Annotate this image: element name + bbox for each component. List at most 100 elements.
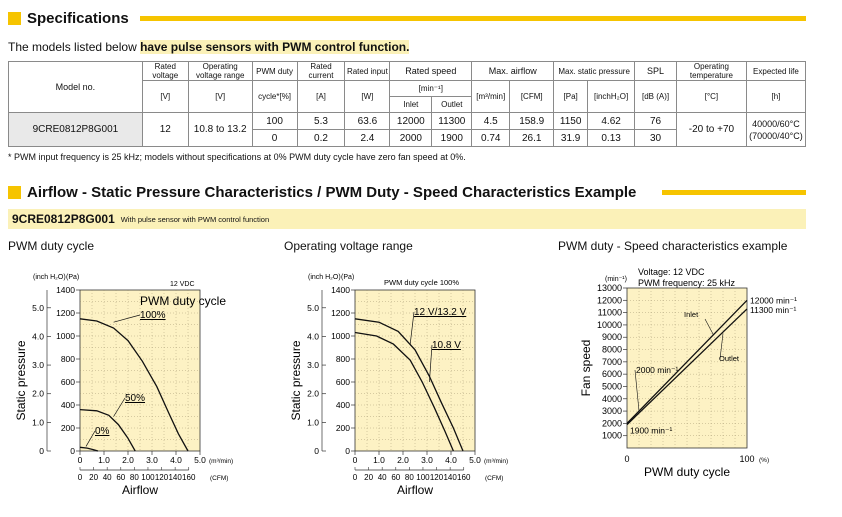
y-tick-label: 12000 bbox=[597, 295, 622, 305]
y-tick-label: 1000 bbox=[56, 331, 75, 341]
y-tick-label: 13000 bbox=[597, 283, 622, 293]
voltage-pq-chart: 14001200100080060040020005.04.03.02.01.0… bbox=[289, 274, 508, 497]
header-model: Model no. bbox=[8, 61, 143, 113]
y-tick-label: 2000 bbox=[602, 418, 622, 428]
plot-area bbox=[626, 287, 748, 449]
model-number: 9CRE0812P8G001 bbox=[8, 112, 143, 147]
y2-tick-label: 3.0 bbox=[307, 360, 319, 370]
y-tick-label: 5000 bbox=[602, 381, 622, 391]
series-leader-line bbox=[704, 318, 714, 335]
model-band-number: 9CRE0812P8G001 bbox=[12, 212, 115, 226]
y-tick-label: 200 bbox=[336, 423, 350, 433]
y-tick-label: 7000 bbox=[602, 357, 622, 367]
x2-tick-label: 160 bbox=[182, 473, 196, 482]
static-inch-value: 0.13 bbox=[587, 129, 636, 147]
header-op-voltage: Operating voltage range bbox=[187, 61, 253, 81]
table-row: 0 0.2 2.4 2000 1900 0.74 26.1 31.9 0.13 … bbox=[9, 129, 806, 147]
y-axis-label: Fan speed bbox=[579, 340, 593, 397]
inlet-value: 2000 bbox=[389, 129, 433, 147]
section-rule bbox=[662, 190, 806, 195]
x2-tick-label: 120 bbox=[430, 473, 444, 482]
note-frequency: PWM frequency: 25 kHz bbox=[638, 278, 736, 288]
header-life: Expected life bbox=[745, 61, 807, 81]
header-spl: SPL bbox=[634, 61, 677, 81]
unit-input: [W] bbox=[344, 80, 391, 113]
pwm-value: 100 bbox=[251, 112, 298, 130]
unit-airflow-m3: [m³/min] bbox=[471, 80, 511, 113]
unit-current: [A] bbox=[296, 80, 346, 113]
x2-tick-label: 100 bbox=[416, 473, 430, 482]
model-band-desc: With pulse sensor with PWM control funct… bbox=[120, 214, 270, 224]
x-tick-label: 3.0 bbox=[146, 455, 158, 465]
series-leader-line bbox=[85, 430, 96, 447]
annotation: 2000 min⁻¹ bbox=[636, 365, 678, 375]
x-tick-label: 0 bbox=[78, 455, 83, 465]
chart3-title: PWM duty - Speed characteristics example bbox=[558, 239, 788, 253]
unit-life: [h] bbox=[745, 80, 807, 113]
y-tick-label: 0 bbox=[345, 446, 350, 456]
static-pa-value: 1150 bbox=[553, 112, 589, 130]
spl-value: 30 bbox=[634, 129, 677, 147]
y-tick-label: 1400 bbox=[331, 285, 350, 295]
x-tick-label: 0 bbox=[353, 455, 358, 465]
x2-tick-label: 140 bbox=[443, 473, 457, 482]
x-unit-label: (%) bbox=[759, 457, 769, 464]
intro-text: The models listed below have pulse senso… bbox=[8, 40, 410, 54]
x-tick-label: 2.0 bbox=[397, 455, 409, 465]
airflow-m3-value: 0.74 bbox=[471, 129, 511, 147]
header-op-temp: Operating temperature bbox=[675, 61, 747, 81]
series-curve bbox=[354, 331, 454, 452]
series-curve bbox=[79, 408, 136, 452]
header-speed: Rated speed bbox=[389, 61, 473, 81]
header-rated-voltage: Rated voltage bbox=[141, 61, 189, 81]
legend-title: PWM duty cycle 100% bbox=[384, 278, 459, 287]
y-tick-label: 800 bbox=[61, 354, 75, 364]
y2-tick-label: 1.0 bbox=[307, 417, 319, 427]
unit-speed: [min⁻¹] bbox=[389, 80, 473, 97]
y-tick-label: 6000 bbox=[602, 369, 622, 379]
header-pwm: PWM duty bbox=[251, 61, 298, 81]
legend-title: PWM duty cycle bbox=[140, 294, 226, 308]
x2-unit-label: (CFM) bbox=[210, 475, 228, 482]
duty-speed-chart: 1300012000110001000090008000700060005000… bbox=[579, 267, 797, 479]
x2-tick-label: 40 bbox=[103, 473, 112, 482]
series-label: 12 V/13.2 V bbox=[414, 307, 467, 318]
header-inlet: Inlet bbox=[389, 96, 433, 113]
chart1-title: PWM duty cycle bbox=[8, 239, 95, 253]
inlet-value: 12000 bbox=[389, 112, 433, 130]
y-axis-label: Static pressure bbox=[289, 340, 303, 420]
annotation-leader-line bbox=[634, 369, 640, 412]
y-unit-label: (Pa) bbox=[66, 274, 79, 281]
rated-voltage-value: 12 bbox=[141, 112, 189, 147]
y2-tick-label: 0 bbox=[39, 446, 44, 456]
specifications-header: Specifications bbox=[8, 10, 129, 27]
airflow-m3-value: 4.5 bbox=[471, 112, 511, 130]
y-tick-label: 600 bbox=[336, 377, 350, 387]
y-tick-label: 1200 bbox=[56, 308, 75, 318]
intro-highlight: have pulse sensors with PWM control func… bbox=[140, 40, 410, 54]
y-unit-label: (Pa) bbox=[341, 274, 354, 281]
series-label: 0% bbox=[95, 426, 110, 437]
y2-tick-label: 1.0 bbox=[32, 417, 44, 427]
airflow-cfm-value: 158.9 bbox=[509, 112, 555, 130]
y-tick-label: 10000 bbox=[597, 320, 622, 330]
header-outlet: Outlet bbox=[431, 96, 473, 113]
x2-tick-label: 80 bbox=[405, 473, 414, 482]
series-leader-line bbox=[429, 344, 433, 383]
x-axis-label: Airflow bbox=[397, 483, 433, 497]
section-title: Airflow - Static Pressure Characteristic… bbox=[27, 184, 637, 201]
x2-tick-label: 120 bbox=[155, 473, 169, 482]
x2-tick-label: 60 bbox=[116, 473, 125, 482]
series-leader-line bbox=[113, 397, 126, 417]
y2-tick-label: 5.0 bbox=[32, 303, 44, 313]
x2-tick-label: 160 bbox=[457, 473, 471, 482]
y-tick-label: 400 bbox=[336, 400, 350, 410]
spl-value: 76 bbox=[634, 112, 677, 130]
y2-tick-label: 0 bbox=[314, 446, 319, 456]
life-value-40: (70000/40°C) bbox=[749, 130, 803, 141]
y-tick-label: 1200 bbox=[331, 308, 350, 318]
y2-unit-label: (inch H₂O) bbox=[33, 274, 66, 281]
section-marker-icon bbox=[8, 186, 21, 199]
life-value-60: 40000/60°C bbox=[752, 118, 800, 129]
header-current: Rated current bbox=[296, 61, 346, 81]
